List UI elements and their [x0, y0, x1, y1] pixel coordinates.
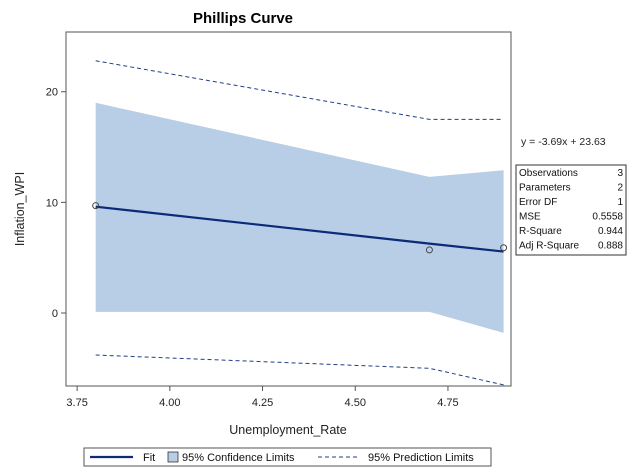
data-point — [92, 202, 100, 210]
stats-value: 1 — [617, 197, 623, 208]
legend-confidence-label: 95% Confidence Limits — [182, 452, 295, 464]
stats-value: 3 — [617, 168, 623, 179]
stats-label: Adj R-Square — [519, 241, 579, 252]
prediction-upper-line — [95, 60, 504, 120]
data-point — [500, 244, 508, 252]
stats-label: MSE — [519, 212, 541, 223]
y-axis-label: Inflation_WPI — [13, 172, 27, 246]
stats-label: Observations — [519, 168, 578, 179]
legend-confidence-swatch — [167, 451, 179, 463]
stats-value: 0.944 — [598, 226, 623, 237]
chart-title: Phillips Curve — [193, 10, 293, 27]
prediction-lower-line — [95, 354, 504, 386]
x-axis-label: Unemployment_Rate — [229, 423, 346, 437]
data-point — [425, 246, 433, 254]
stats-label: Error DF — [519, 197, 557, 208]
x-tick-label: 4.00 — [159, 397, 180, 409]
legend-box — [83, 447, 492, 467]
plot-frame — [65, 31, 512, 387]
y-tick-label: 0 — [52, 308, 58, 320]
y-tick-label: 10 — [46, 197, 58, 209]
y-tick-label: 20 — [46, 87, 58, 99]
stats-label: R-Square — [519, 226, 562, 237]
legend-fit-label: Fit — [143, 452, 155, 464]
x-tick-label: 4.25 — [252, 397, 273, 409]
fit-line — [95, 205, 504, 253]
stats-value: 0.5558 — [592, 212, 623, 223]
x-tick-label: 4.75 — [437, 397, 458, 409]
stats-value: 0.888 — [598, 241, 623, 252]
legend-prediction-label: 95% Prediction Limits — [368, 452, 474, 464]
confidence-band — [95, 102, 504, 333]
stats-box — [515, 164, 627, 256]
stats-label: Parameters — [519, 183, 571, 194]
regression-equation: y = -3.69x + 23.63 — [521, 136, 606, 148]
x-tick-label: 4.50 — [345, 397, 366, 409]
x-tick-label: 3.75 — [66, 397, 87, 409]
stats-value: 2 — [617, 183, 623, 194]
